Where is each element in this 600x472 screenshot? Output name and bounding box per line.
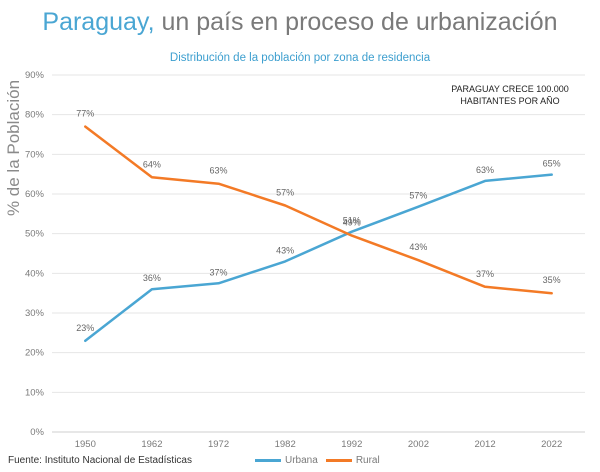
y-axis-label: % de la Población (4, 80, 23, 216)
legend-swatch-urbana (255, 459, 281, 462)
legend-item-urbana: Urbana (255, 455, 318, 466)
data-label-rural: 57% (276, 188, 294, 198)
data-label-urbana: 65% (543, 159, 561, 169)
y-tick-label: 80% (25, 110, 45, 121)
y-tick-label: 30% (25, 308, 45, 319)
y-tick-label: 40% (25, 268, 45, 279)
legend-item-rural: Rural (325, 455, 380, 466)
x-tick-label: 1972 (208, 439, 229, 450)
data-label-rural: 77% (76, 109, 94, 119)
annotation-line-1: PARAGUAY CRECE 100.000 (451, 84, 569, 94)
legend-label-urbana: Urbana (285, 455, 318, 466)
y-tick-label: 60% (25, 189, 45, 200)
data-label-rural: 37% (476, 269, 494, 279)
series-line-urbana (84, 173, 553, 343)
data-label-rural: 35% (543, 275, 561, 285)
source-note: Fuente: Instituto Nacional de Estadístic… (8, 455, 192, 466)
chart-subtitle: Distribución de la población por zona de… (169, 52, 431, 64)
data-label-urbana: 23% (76, 323, 94, 333)
legend-swatch-rural (325, 459, 352, 462)
annotation-line-2: HABITANTES POR AÑO (460, 96, 559, 106)
data-label-urbana: 63% (476, 165, 494, 175)
y-tick-label: 70% (25, 149, 45, 160)
y-tick-label: 20% (25, 348, 45, 359)
data-label-urbana: 57% (409, 191, 427, 201)
grid-layer (52, 74, 585, 433)
x-tick-label: 1962 (141, 439, 162, 450)
data-label-urbana: 43% (276, 245, 294, 255)
x-tick-label: 2012 (474, 439, 495, 450)
legend: Urbana Rural (255, 455, 380, 466)
y-tick-label: 90% (25, 70, 45, 81)
x-tick-label: 1992 (341, 439, 362, 450)
data-label-rural: 49% (343, 218, 361, 228)
axis-layer: 0% 10% 20% 30% 40% 50% 60% 70% 80% 90% 1950 1962 197… (25, 70, 562, 450)
data-label-rural: 63% (210, 166, 228, 176)
series-line-rural (84, 125, 553, 295)
series-layer (84, 125, 553, 343)
y-tick-label: 50% (25, 229, 45, 240)
x-tick-label: 2022 (541, 439, 562, 450)
chart-title-highlight: Paraguay, (42, 8, 155, 36)
x-tick-label: 2002 (408, 439, 429, 450)
chart-title: Paraguay, un país en proceso de urbaniza… (0, 8, 600, 37)
y-tick-label: 0% (30, 427, 44, 438)
data-label-urbana: 36% (143, 273, 161, 283)
chart-title-rest: un país en proceso de urbanización (161, 8, 558, 36)
x-tick-label: 1982 (275, 439, 296, 450)
x-tick-label: 1950 (75, 439, 96, 450)
data-label-urbana: 51% (343, 216, 361, 226)
data-label-rural: 43% (409, 242, 427, 252)
legend-label-rural: Rural (355, 455, 380, 466)
data-label-urbana: 37% (210, 267, 228, 277)
data-label-layer: 23% 36% 37% 43% 51% 57% 63% 65% 77% 64% 63% 57% 49% 4… (76, 109, 560, 333)
data-label-rural: 64% (143, 159, 161, 169)
y-tick-label: 10% (25, 387, 45, 398)
